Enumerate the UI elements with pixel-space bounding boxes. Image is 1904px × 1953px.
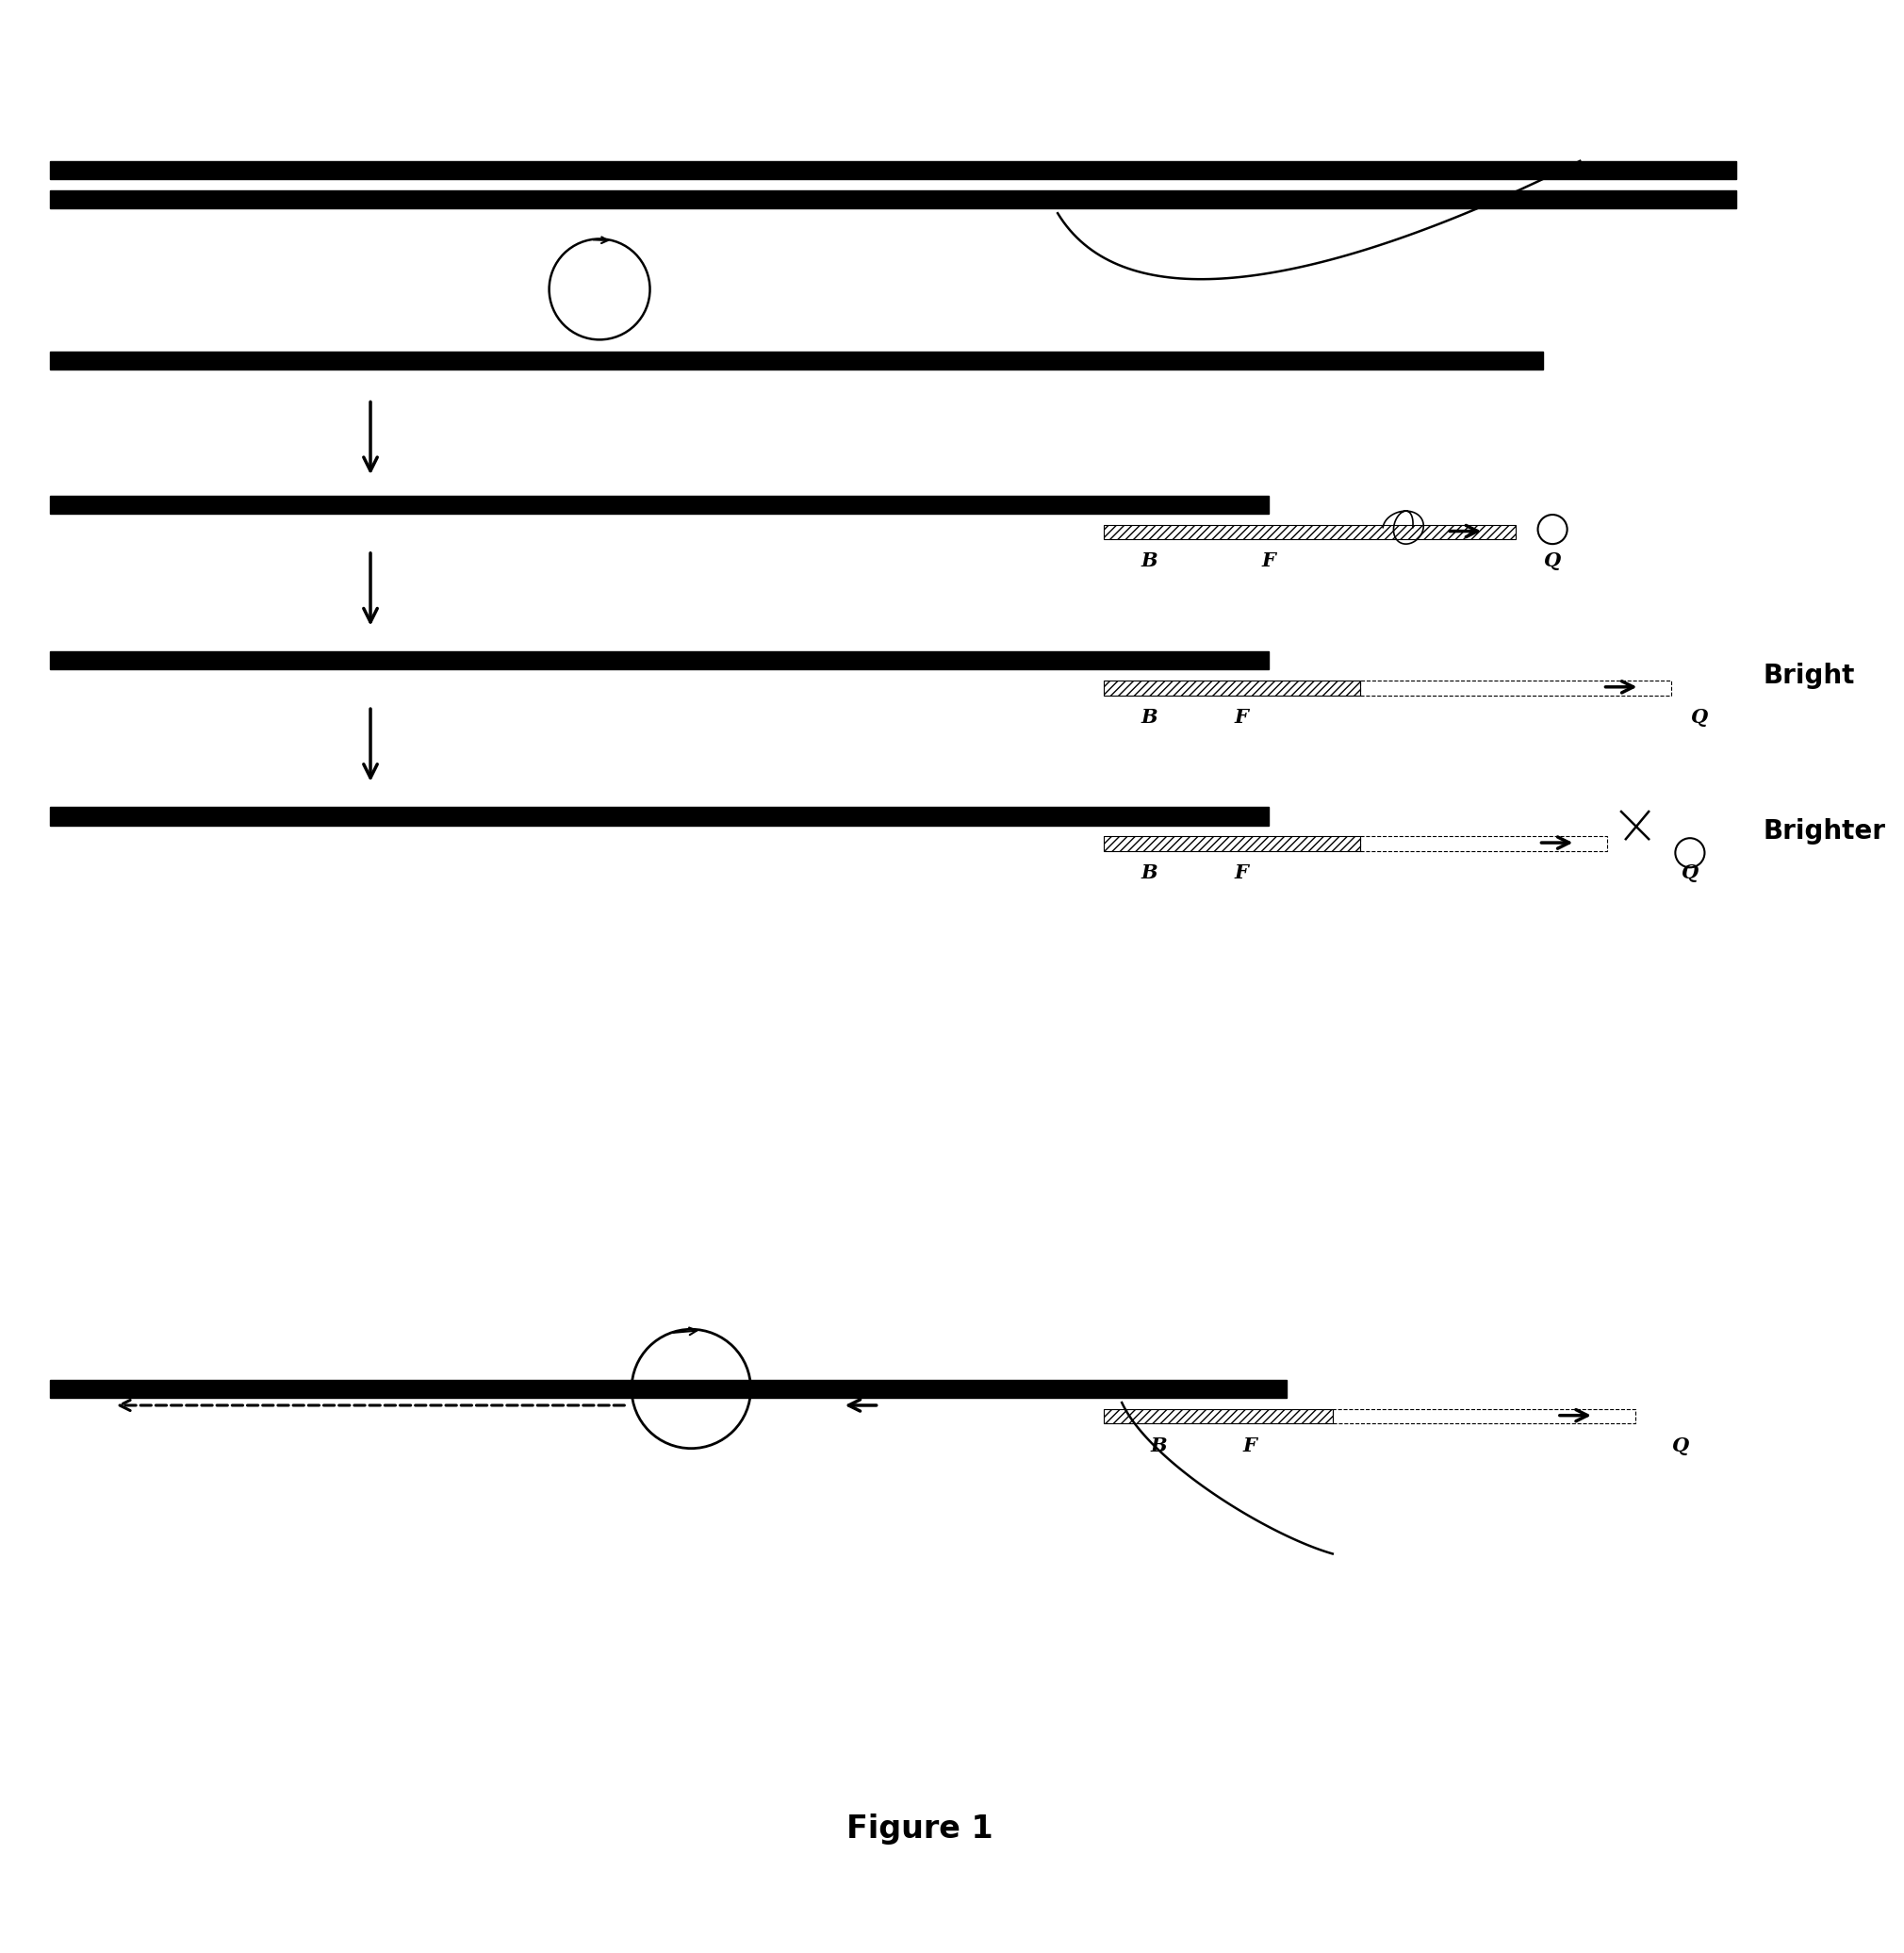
Text: F: F [1243, 1435, 1257, 1455]
Bar [50, 160, 1736, 180]
Text: B: B [1140, 707, 1158, 727]
Text: Q: Q [1681, 863, 1698, 883]
Text: F: F [1262, 553, 1276, 570]
Bar [50, 807, 1268, 826]
Bar [1104, 1408, 1333, 1424]
Bar [50, 1379, 1287, 1398]
Text: Bright: Bright [1763, 662, 1854, 689]
Bar [1359, 836, 1607, 852]
Text: B: B [1140, 863, 1158, 883]
Text: Q: Q [1544, 553, 1561, 570]
Bar [1359, 680, 1672, 695]
Text: B: B [1140, 553, 1158, 570]
Text: Q: Q [1691, 707, 1708, 727]
Bar [50, 352, 1544, 369]
Bar [50, 189, 1736, 209]
Text: Q: Q [1672, 1435, 1689, 1455]
Bar [1104, 836, 1359, 852]
Bar [1104, 525, 1516, 539]
Text: F: F [1234, 707, 1247, 727]
Text: Brighter: Brighter [1763, 818, 1885, 846]
Bar [1104, 680, 1359, 695]
Text: B: B [1150, 1435, 1167, 1455]
Text: F: F [1234, 863, 1247, 883]
Bar [50, 650, 1268, 670]
Bar [50, 496, 1268, 514]
Text: Figure 1: Figure 1 [847, 1812, 994, 1844]
Bar [1333, 1408, 1636, 1424]
